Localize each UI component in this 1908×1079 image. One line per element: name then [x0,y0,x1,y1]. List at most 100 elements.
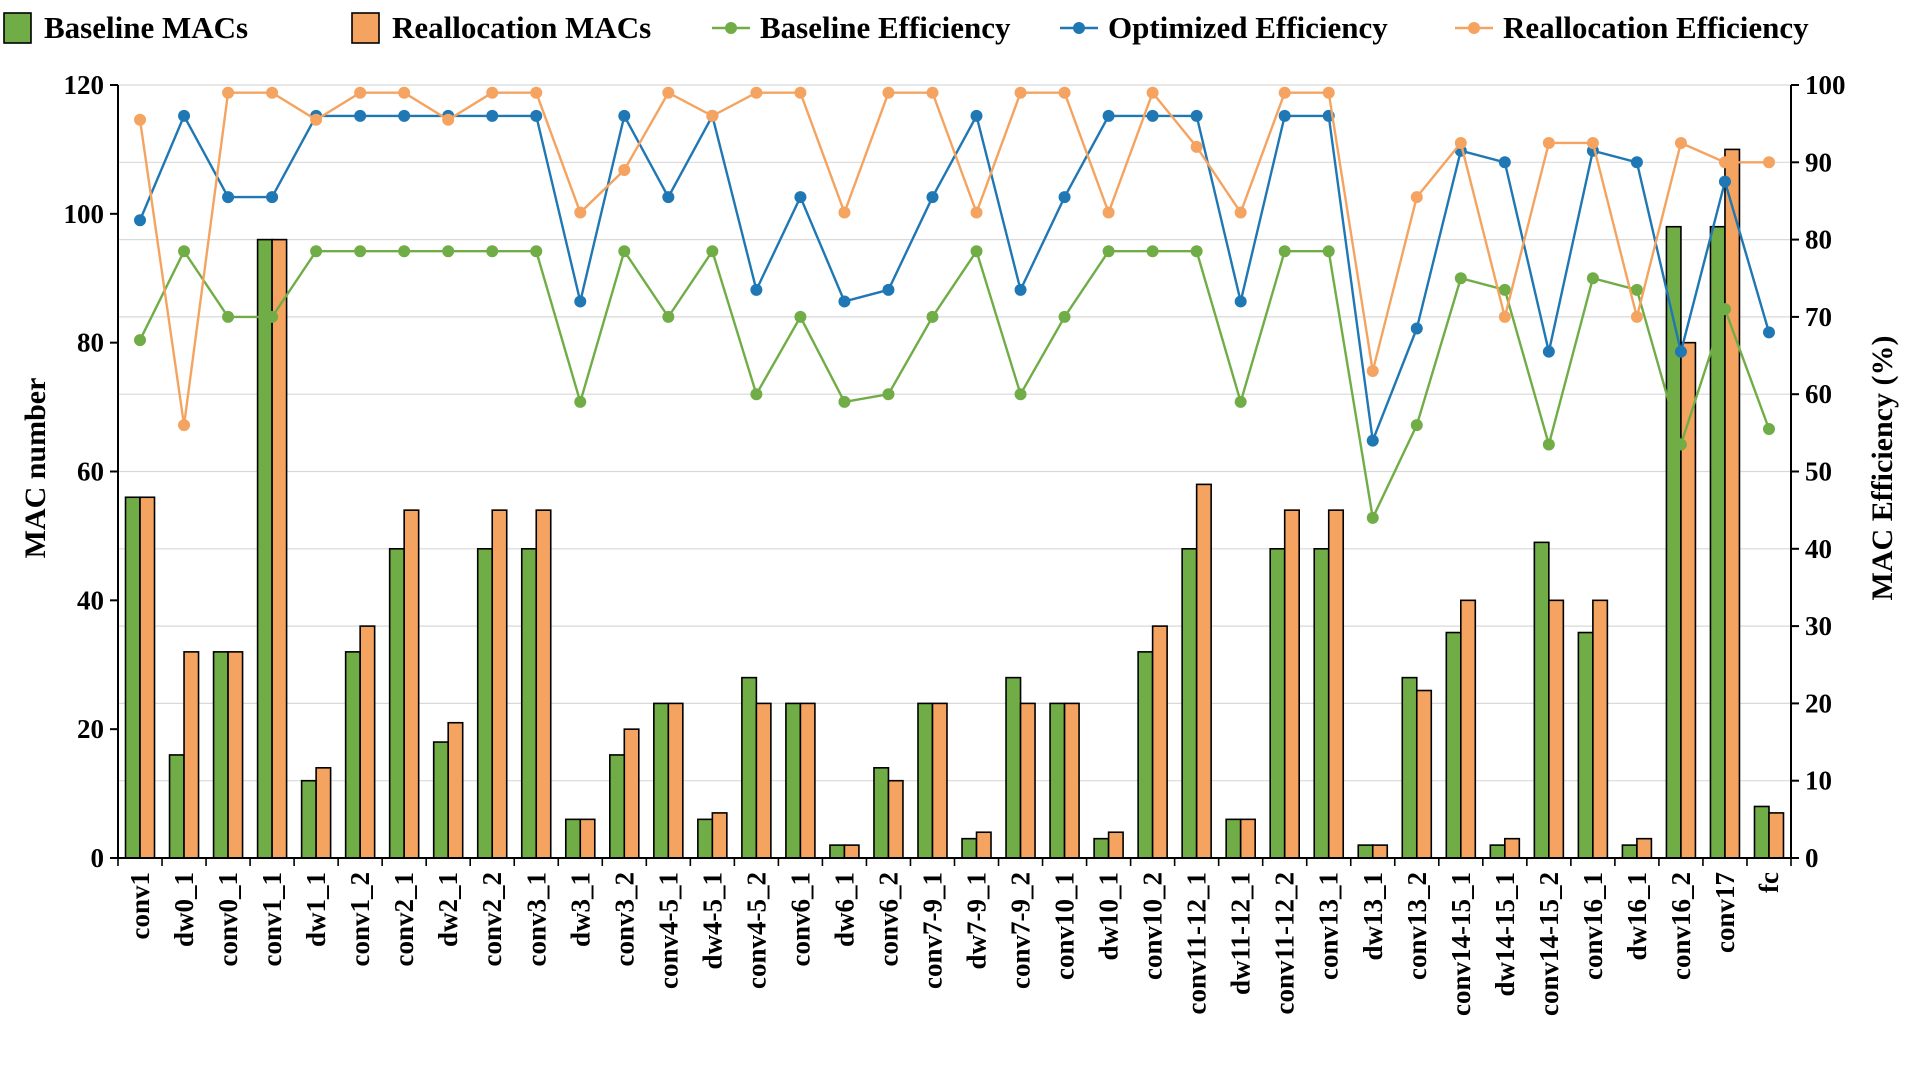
point-optimized-efficiency [1674,345,1687,358]
bar-reallocation [491,509,508,859]
point-baseline-efficiency [222,310,235,323]
point-baseline-efficiency [970,245,983,258]
bar-baseline [785,702,802,859]
point-baseline-efficiency [926,310,939,323]
x-tick-label: conv17 [1710,872,1740,953]
point-reallocation-efficiency [486,86,499,99]
left-tick-label: 60 [77,457,104,487]
bar-baseline [917,702,934,859]
x-tick-label: conv1_1 [257,872,287,967]
point-baseline-efficiency [442,245,455,258]
x-tick-label: conv10_1 [1050,872,1080,980]
bar-baseline [1445,631,1462,859]
point-reallocation-efficiency [970,206,983,219]
legend-label: Reallocation Efficiency [1503,10,1809,45]
bar-reallocation [1592,599,1609,859]
right-tick-label: 40 [1805,534,1832,564]
point-reallocation-efficiency [1762,156,1775,169]
legend-marker-optimized-efficiency [1073,22,1085,34]
point-optimized-efficiency [838,295,851,308]
x-tick-label: conv13_2 [1402,872,1432,980]
bar-baseline [476,547,494,859]
left-axis-title: MAC number [19,378,52,559]
point-reallocation-efficiency [222,86,235,99]
point-optimized-efficiency [1718,175,1731,188]
point-reallocation-efficiency [178,419,191,432]
bar-reallocation [667,702,684,859]
bar-reallocation [1239,818,1256,859]
point-baseline-efficiency [1586,272,1599,285]
x-tick-label: conv16_2 [1666,872,1696,980]
point-baseline-efficiency [398,245,411,258]
bar-baseline [1137,651,1154,859]
point-baseline-efficiency [1190,245,1203,258]
point-optimized-efficiency [266,191,279,204]
point-baseline-efficiency [1762,422,1775,435]
bar-baseline [1401,676,1418,859]
point-reallocation-efficiency [1586,136,1599,149]
point-baseline-efficiency [1498,283,1511,296]
bar-baseline [388,547,405,859]
bar-reallocation [755,702,772,859]
point-optimized-efficiency [178,109,191,122]
bar-reallocation [1195,483,1212,859]
bar-reallocation [887,779,904,859]
bar-reallocation [799,702,816,859]
bar-baseline [1005,676,1022,859]
bar-baseline [609,754,626,859]
x-tick-label: dw3_1 [565,872,595,947]
point-optimized-efficiency [574,295,587,308]
bar-reallocation [403,509,420,859]
legend-label: Baseline Efficiency [760,10,1011,45]
x-tick-label: dw2_1 [433,872,463,947]
point-reallocation-efficiency [1674,136,1687,149]
x-tick-label: conv6_1 [785,872,815,967]
x-tick-label: dw13_1 [1358,872,1388,961]
bar-reallocation [1636,837,1653,859]
point-baseline-efficiency [1366,511,1379,524]
point-optimized-efficiency [1146,109,1159,122]
bar-baseline [1269,547,1286,859]
x-tick-label: conv7-9_2 [1006,872,1036,989]
bar-layer [124,148,1785,859]
bar-reallocation [1768,812,1785,859]
point-baseline-efficiency [1718,303,1731,316]
legend-swatch-reallocation-macs [351,12,380,44]
bar-reallocation [183,651,200,859]
point-baseline-efficiency [1014,388,1027,401]
point-reallocation-efficiency [1410,191,1423,204]
right-tick-label: 80 [1805,225,1832,255]
x-tick-label: dw10_1 [1094,872,1124,961]
bar-reallocation [711,812,728,859]
point-baseline-efficiency [178,245,191,258]
x-tick-label: conv1 [125,872,155,940]
line-layer [134,86,1775,524]
point-optimized-efficiency [794,191,807,204]
line-optimized-efficiency [138,112,1771,446]
point-reallocation-efficiency [266,86,279,99]
point-baseline-efficiency [1146,245,1159,258]
point-baseline-efficiency [1542,438,1555,451]
bar-reallocation [1019,702,1036,859]
point-optimized-efficiency [1366,434,1379,447]
bar-reallocation [975,831,992,859]
bar-baseline [1709,225,1726,859]
bar-baseline [741,676,758,859]
axes: 0 20 40 60 80 100 120 0 10 20 30 40 50 60 70 80 90 100 con… [64,70,1846,1016]
bar-reallocation [843,844,860,859]
x-tick-label: dw11-12_1 [1226,872,1256,995]
point-optimized-efficiency [354,109,367,122]
point-optimized-efficiency [1234,295,1247,308]
point-optimized-efficiency [134,214,147,227]
left-tick-label: 40 [77,585,104,615]
point-baseline-efficiency [1278,245,1291,258]
x-tick-label: dw6_1 [829,872,859,947]
bar-baseline [1225,818,1242,859]
point-reallocation-efficiency [1190,140,1203,153]
x-tick-label: dw7-9_1 [962,872,992,970]
legend-label: Reallocation MACs [392,10,651,45]
point-optimized-efficiency [1102,109,1115,122]
point-optimized-efficiency [486,109,499,122]
point-reallocation-efficiency [926,86,939,99]
